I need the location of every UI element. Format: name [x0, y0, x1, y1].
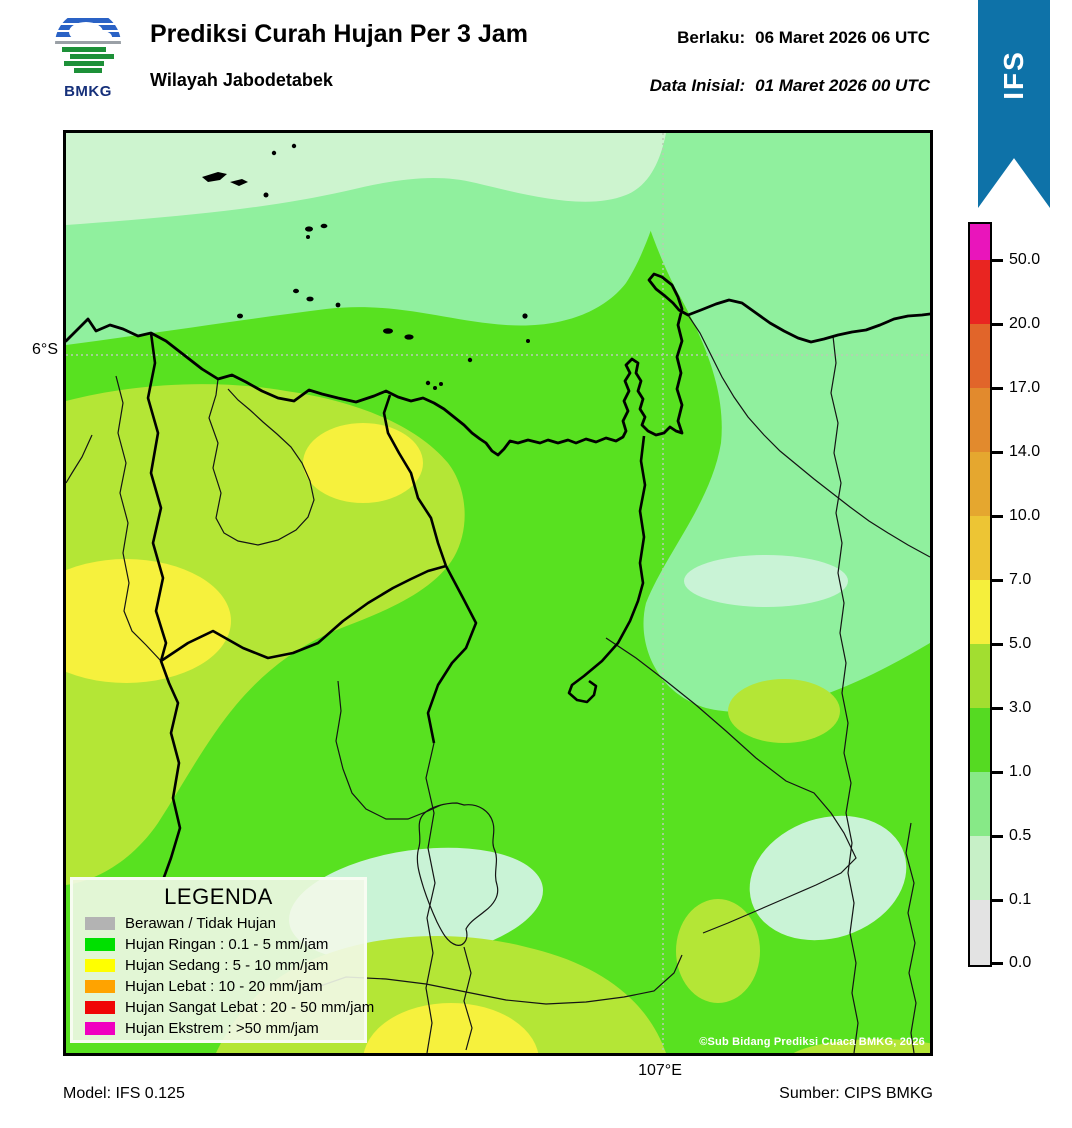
- legend-label: Hujan Lebat : 10 - 20 mm/jam: [125, 978, 323, 995]
- legend-swatch-cloudy: [85, 917, 115, 930]
- colorbar-segment: [970, 644, 990, 708]
- rain-fill-paleband: [66, 133, 666, 225]
- colorbar-segment: [970, 580, 990, 644]
- legend-title: LEGENDA: [164, 884, 273, 909]
- bmkg-logo-icon: [55, 11, 121, 77]
- rain-fill-yellowgreen-bottomedge: [793, 1039, 930, 1053]
- colorbar-tick: [992, 771, 1003, 774]
- legend-swatch-very-heavy-rain: [85, 1001, 115, 1014]
- ifs-model-ribbon: IFS: [978, 0, 1050, 208]
- colorbar-segment: [970, 708, 990, 772]
- ifs-ribbon-label: IFS: [998, 50, 1029, 100]
- islands: [202, 143, 530, 390]
- colorbar-tick-label: 50.0: [1009, 251, 1041, 268]
- rain-fill-yellow-south: [363, 1003, 539, 1053]
- colorbar-segment: [970, 516, 990, 580]
- legend-label: Hujan Ekstrem : >50 mm/jam: [125, 1020, 319, 1037]
- model-info: Model: IFS 0.125: [63, 1085, 185, 1102]
- bmkg-logo-label: BMKG: [64, 83, 112, 100]
- district-boundaries: [66, 314, 930, 1053]
- colorbar-segment: [970, 772, 990, 836]
- rain-fill-mint-east: [684, 555, 848, 607]
- legend-label: Hujan Sangat Lebat : 20 - 50 mm/jam: [125, 999, 375, 1016]
- valid-time-label: Berlaku:: [677, 28, 746, 47]
- colorbar-tick-label: 7.0: [1009, 571, 1032, 588]
- data-source: Sumber: CIPS BMKG: [779, 1085, 933, 1102]
- colorbar-segment: [970, 260, 990, 324]
- longitude-label: 107°E: [638, 1062, 682, 1079]
- colorbar-tick-label: 14.0: [1009, 443, 1041, 460]
- valid-time: Berlaku: 06 Maret 2026 06 UTC: [677, 28, 930, 48]
- init-time: Data Inisial: 01 Maret 2026 00 UTC: [650, 76, 930, 96]
- page-subtitle: Wilayah Jabodetabek: [150, 70, 333, 90]
- legend-item: Hujan Ringan : 0.1 - 5 mm/jam: [81, 934, 356, 955]
- colorbar-tick-label: 10.0: [1009, 507, 1041, 524]
- legend-label: Berawan / Tidak Hujan: [125, 915, 276, 932]
- colorbar-tick-label: 0.1: [1009, 891, 1032, 908]
- colorbar-tick-label: 20.0: [1009, 315, 1041, 332]
- coastline: [66, 272, 930, 457]
- legend-label: Hujan Ringan : 0.1 - 5 mm/jam: [125, 936, 329, 953]
- legend-item: Hujan Sedang : 5 - 10 mm/jam: [81, 955, 356, 976]
- colorbar-tick: [992, 515, 1003, 518]
- colorbar-tick-label: 17.0: [1009, 379, 1041, 396]
- colorbar: [968, 222, 992, 967]
- page-title: Prediksi Curah Hujan Per 3 Jam: [150, 20, 528, 48]
- rain-fill-yellowgreen-southeast: [676, 899, 760, 1003]
- colorbar-tick: [992, 323, 1003, 326]
- colorbar-tick-label: 5.0: [1009, 635, 1032, 652]
- legend-item: Hujan Sangat Lebat : 20 - 50 mm/jam: [81, 997, 374, 1018]
- colorbar-tick-label: 3.0: [1009, 699, 1032, 716]
- colorbar-tick: [992, 643, 1003, 646]
- map-copyright: ©Sub Bidang Prediksi Cuaca BMKG, 2026: [699, 1036, 925, 1048]
- rainfall-map-canvas: [66, 133, 930, 1053]
- legend-item: Hujan Lebat : 10 - 20 mm/jam: [81, 976, 356, 997]
- valid-time-value: 06 Maret 2026 06 UTC: [755, 28, 930, 47]
- legend-swatch-extreme-rain: [85, 1022, 115, 1035]
- legend-swatch-heavy-rain: [85, 980, 115, 993]
- colorbar-segment: [970, 836, 990, 900]
- colorbar-segment: [970, 452, 990, 516]
- colorbar-segment: [970, 900, 990, 965]
- latitude-label: 6°S: [32, 341, 58, 358]
- colorbar-segment: [970, 388, 990, 452]
- init-time-label: Data Inisial:: [649, 76, 746, 95]
- legend-swatch-moderate-rain: [85, 959, 115, 972]
- colorbar-segment: [970, 324, 990, 388]
- legend-item: Berawan / Tidak Hujan: [81, 913, 356, 934]
- province-boundaries: [146, 332, 647, 881]
- colorbar-tick-label: 1.0: [1009, 763, 1032, 780]
- colorbar-tick: [992, 707, 1003, 710]
- colorbar-tick: [992, 899, 1003, 902]
- rain-fill-mint-southeast: [749, 815, 907, 941]
- colorbar-tick-label: 0.0: [1009, 954, 1032, 971]
- rain-fill-yellowgreen-eastmid: [728, 679, 840, 743]
- colorbar-tick: [992, 579, 1003, 582]
- colorbar-tick: [992, 835, 1003, 838]
- rain-fill-yellowgreen-west: [66, 384, 465, 885]
- colorbar-tick: [992, 259, 1003, 262]
- rain-fill-yellow-west: [66, 559, 231, 683]
- colorbar-tick: [992, 387, 1003, 390]
- colorbar-tick-label: 0.5: [1009, 827, 1032, 844]
- map-legend: LEGENDA Berawan / Tidak Hujan Hujan Ring…: [70, 877, 374, 1043]
- legend-label: Hujan Sedang : 5 - 10 mm/jam: [125, 957, 329, 974]
- rainfall-map: ©Sub Bidang Prediksi Cuaca BMKG, 2026: [63, 130, 933, 1056]
- colorbar-segment: [970, 224, 990, 260]
- colorbar-tick: [992, 962, 1003, 965]
- init-time-value: 01 Maret 2026 00 UTC: [755, 76, 930, 95]
- legend-swatch-light-rain: [85, 938, 115, 951]
- legend-item: Hujan Ekstrem : >50 mm/jam: [81, 1018, 356, 1039]
- bmkg-logo: BMKG: [50, 10, 126, 100]
- colorbar-tick: [992, 451, 1003, 454]
